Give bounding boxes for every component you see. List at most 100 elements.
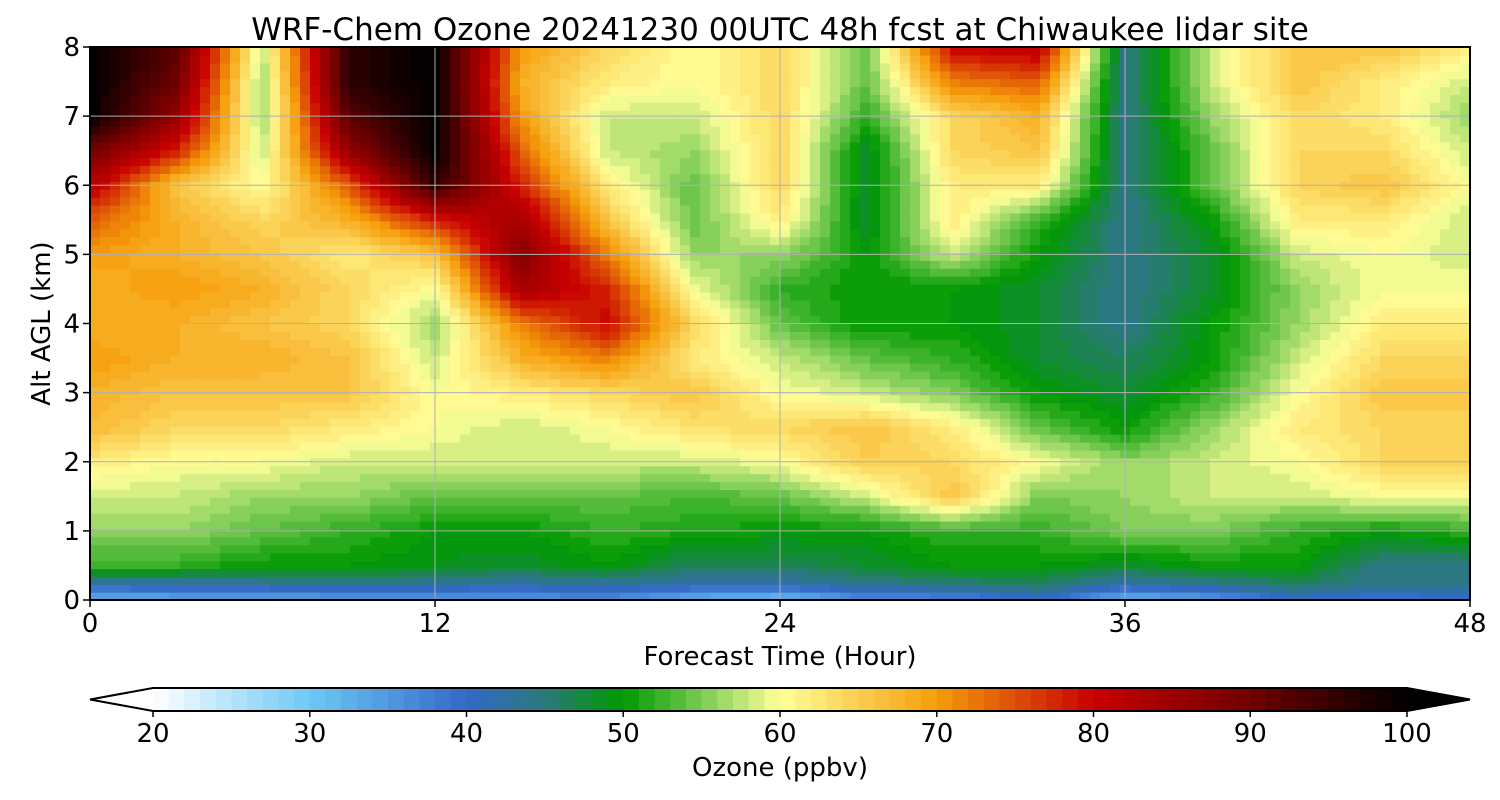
heatmap-cell — [1100, 331, 1111, 340]
heatmap-cell — [1010, 331, 1021, 340]
heatmap-cell — [560, 584, 571, 593]
heatmap-cell — [1450, 426, 1461, 435]
heatmap-cell — [120, 355, 131, 364]
heatmap-cell — [350, 347, 361, 356]
heatmap-cell — [690, 434, 701, 443]
heatmap-cell — [1200, 331, 1211, 340]
heatmap-cell — [200, 568, 211, 577]
heatmap-cell — [1340, 315, 1351, 325]
heatmap-cell — [350, 370, 361, 380]
heatmap-cell — [750, 323, 761, 332]
heatmap-cell — [340, 505, 351, 514]
heatmap-cell — [380, 568, 391, 577]
heatmap-cell — [360, 355, 371, 364]
heatmap-cell — [670, 584, 681, 593]
heatmap-cell — [140, 331, 151, 340]
heatmap-cell — [310, 481, 321, 490]
heatmap-cell — [1430, 402, 1441, 411]
heatmap-cell — [310, 410, 321, 419]
heatmap-cell — [220, 355, 231, 364]
heatmap-cell — [1280, 552, 1291, 562]
heatmap-cell — [930, 339, 941, 348]
heatmap-cell — [1300, 497, 1311, 506]
heatmap-cell — [880, 465, 891, 475]
heatmap-cell — [650, 568, 661, 577]
heatmap-cell — [1380, 442, 1391, 451]
heatmap-cell — [930, 418, 941, 427]
heatmap-cell — [780, 560, 791, 569]
heatmap-cell — [490, 355, 501, 364]
heatmap-cell — [320, 497, 331, 506]
heatmap-cell — [280, 497, 291, 506]
heatmap-cell — [990, 355, 1001, 364]
heatmap-cell — [930, 528, 941, 538]
heatmap-cell — [520, 489, 531, 498]
heatmap-cell — [630, 331, 641, 340]
heatmap-cell — [1290, 378, 1301, 388]
heatmap-cell — [1260, 576, 1271, 585]
heatmap-cell — [630, 426, 641, 435]
heatmap-cell — [640, 355, 651, 364]
heatmap-cell — [1040, 370, 1051, 380]
heatmap-cell — [290, 465, 301, 475]
heatmap-cell — [1070, 378, 1081, 388]
heatmap-cell — [440, 363, 451, 372]
heatmap-cell — [560, 378, 571, 388]
heatmap-cell — [160, 473, 171, 483]
heatmap-cell — [1390, 481, 1401, 490]
heatmap-cell — [1160, 513, 1171, 522]
heatmap-cell — [1030, 370, 1041, 380]
heatmap-cell — [580, 410, 591, 419]
heatmap-cell — [660, 410, 671, 419]
heatmap-cell — [170, 434, 181, 443]
heatmap-cell — [1440, 378, 1451, 388]
heatmap-cell — [1440, 442, 1451, 451]
heatmap-cell — [870, 536, 881, 546]
heatmap-cell — [470, 576, 481, 585]
heatmap-cell — [280, 473, 291, 483]
heatmap-cell — [770, 449, 781, 459]
heatmap-cell — [1460, 584, 1471, 593]
heatmap-cell — [340, 513, 351, 522]
heatmap-cell — [570, 331, 581, 340]
heatmap-cell — [1430, 489, 1441, 498]
heatmap-cell — [120, 481, 131, 490]
heatmap-cell — [830, 592, 841, 601]
heatmap-cell — [910, 552, 921, 562]
heatmap-cell — [760, 497, 771, 506]
heatmap-cell — [1020, 370, 1031, 380]
heatmap-cell — [450, 331, 461, 340]
heatmap-cell — [150, 449, 161, 459]
heatmap-cell — [680, 552, 691, 562]
heatmap-cell — [100, 394, 111, 404]
heatmap-cell — [580, 378, 591, 388]
heatmap-cell — [1410, 521, 1421, 530]
heatmap-cell — [810, 386, 821, 396]
heatmap-cell — [620, 402, 631, 411]
heatmap-cell — [1440, 394, 1451, 404]
heatmap-cell — [1310, 315, 1321, 325]
heatmap-cell — [340, 434, 351, 443]
heatmap-cell — [550, 378, 561, 388]
heatmap-cell — [1250, 505, 1261, 514]
heatmap-cell — [1370, 521, 1381, 530]
heatmap-cell — [1460, 347, 1471, 356]
heatmap-cell — [300, 497, 311, 506]
heatmap-cell — [510, 394, 521, 404]
heatmap-cell — [1170, 331, 1181, 340]
heatmap-cell — [1180, 536, 1191, 546]
heatmap-cell — [520, 363, 531, 372]
heatmap-cell — [1370, 584, 1381, 593]
heatmap-cell — [610, 386, 621, 396]
heatmap-cell — [370, 536, 381, 546]
heatmap-cell — [960, 489, 971, 498]
heatmap-cell — [100, 370, 111, 380]
heatmap-cell — [980, 363, 991, 372]
heatmap-cell — [1310, 552, 1321, 562]
heatmap-cell — [1130, 505, 1141, 514]
heatmap-cell — [1300, 363, 1311, 372]
heatmap-cell — [700, 560, 711, 569]
heatmap-cell — [1200, 410, 1211, 419]
heatmap-cell — [1140, 521, 1151, 530]
heatmap-cell — [890, 576, 901, 585]
